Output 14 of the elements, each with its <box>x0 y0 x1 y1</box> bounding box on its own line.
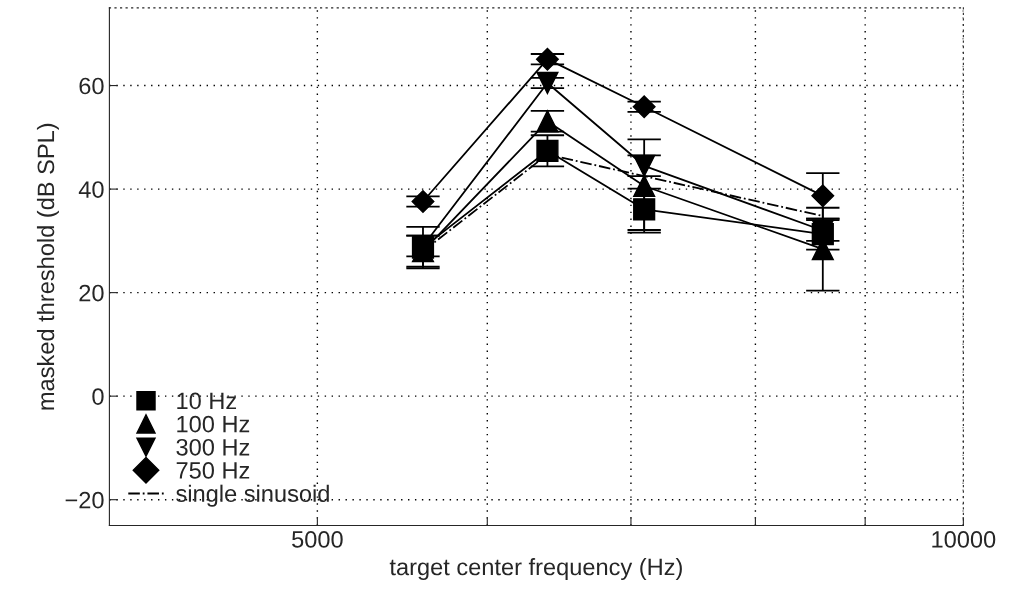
y-tick-label: 40 <box>78 181 104 198</box>
legend-label: 300 Hz <box>176 438 250 456</box>
legend-label: 10 Hz <box>177 392 237 410</box>
legend-label: 100 Hz <box>177 415 250 433</box>
y-axis-title: masked threshold (dB SPL) <box>36 123 59 410</box>
x-axis-title: target center frequency (Hz) <box>389 557 682 580</box>
y-tick-label: 60 <box>79 77 104 95</box>
y-tick-label: 20 <box>79 284 104 302</box>
legend-label: 750 Hz <box>176 462 250 479</box>
y-tick-label: −20 <box>65 491 104 509</box>
legend-label: single sinusoid <box>176 484 329 507</box>
y-tick-label: 0 <box>92 388 104 405</box>
x-tick-label: 5000 <box>292 531 343 548</box>
x-tick-label: 10000 <box>932 531 996 548</box>
